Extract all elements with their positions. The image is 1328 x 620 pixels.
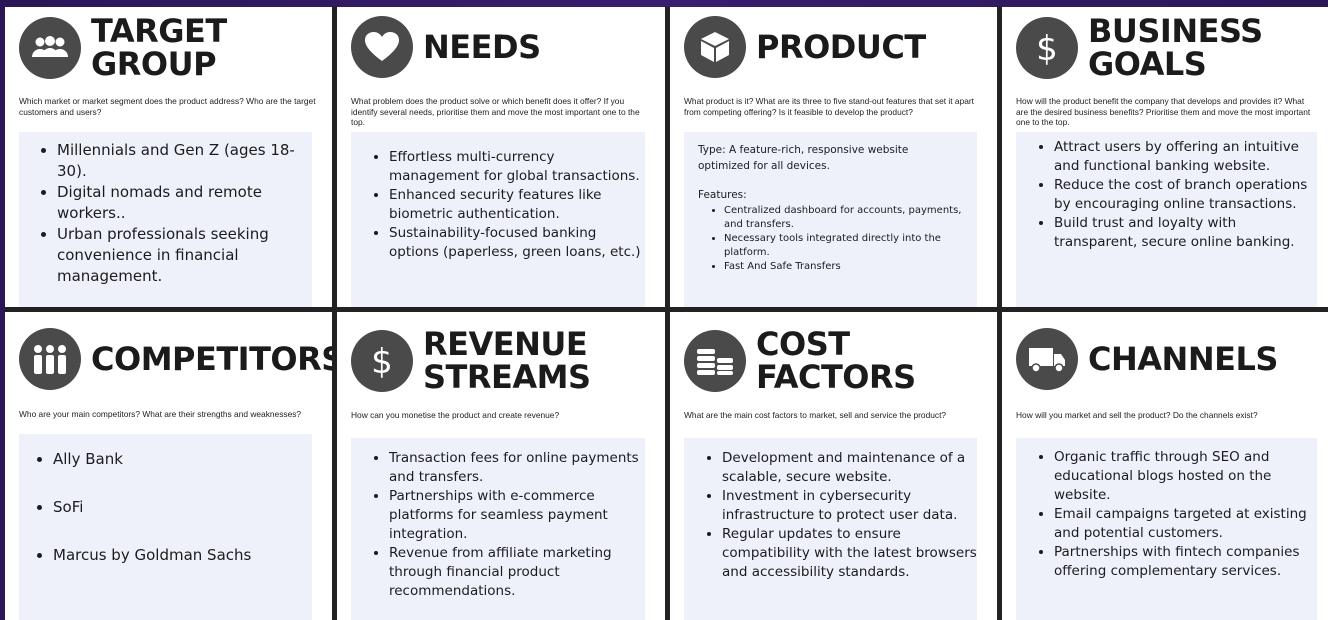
card-competitors: COMPETITORS Who are your main competitor… [5, 312, 332, 620]
list-item: Fast And Safe Transfers [724, 260, 977, 274]
list-item: Regular updates to ensure compatibility … [722, 525, 977, 582]
answer-box: Ally Bank SoFi Marcus by Goldman Sachs [19, 434, 312, 620]
list-item: Necessary tools integrated directly into… [724, 232, 977, 260]
coins-icon [684, 330, 746, 392]
list-item: Ally Bank [53, 449, 312, 470]
list-item: Partnerships with e-commerce platforms f… [389, 487, 645, 544]
list-item: Organic traffic through SEO and educatio… [1054, 448, 1317, 505]
svg-text:$: $ [371, 342, 393, 381]
card-title: NEEDS [423, 27, 541, 66]
card-title: REVENUE STREAMS [423, 325, 591, 396]
card-title: BUSINESS GOALS [1088, 12, 1263, 83]
answer-box: Organic traffic through SEO and educatio… [1016, 438, 1317, 620]
box-icon [684, 16, 746, 78]
product-type: Type: A feature-rich, responsive website… [698, 144, 909, 172]
card-question: What product is it? What are its three t… [684, 96, 975, 117]
list-item: Reduce the cost of branch operations by … [1054, 176, 1317, 214]
truck-icon [1016, 328, 1078, 390]
card-title: COMPETITORS [91, 339, 332, 378]
card-question: What are the main cost factors to market… [684, 410, 947, 420]
card-channels: CHANNELS How will you market and sell th… [1002, 312, 1328, 620]
list-item: Partnerships with fintech companies offe… [1054, 543, 1317, 581]
card-question: How can you monetise the product and cre… [351, 410, 560, 420]
list-item: Email campaigns targeted at existing and… [1054, 505, 1317, 543]
list-item: Marcus by Goldman Sachs [53, 545, 312, 566]
list-item: Urban professionals seeking convenience … [57, 224, 312, 287]
card-question: Which market or market segment does the … [19, 96, 316, 117]
card-needs: NEEDS What problem does the product solv… [337, 7, 665, 307]
list-item: Transaction fees for online payments and… [389, 449, 645, 487]
dollar-icon: $ [351, 330, 413, 392]
card-cost-factors: COST FACTORS What are the main cost facto… [670, 312, 997, 620]
list-item: Build trust and loyalty with transparent… [1054, 214, 1317, 252]
answer-box: Attract users by offering an intuitive a… [1016, 132, 1317, 307]
answer-box: Transaction fees for online payments and… [351, 438, 645, 620]
heart-icon [351, 16, 413, 78]
card-question: What problem does the product solve or w… [351, 96, 640, 127]
list-item: Sustainability-focused banking options (… [389, 224, 645, 262]
list-item: Enhanced security features like biometri… [389, 186, 645, 224]
people-group-icon [19, 17, 81, 79]
card-product: PRODUCT What product is it? What are its… [670, 7, 997, 307]
answer-box: Type: A feature-rich, responsive website… [684, 132, 977, 307]
card-title: CHANNELS [1088, 339, 1278, 378]
people-icon [19, 328, 81, 390]
list-item: Attract users by offering an intuitive a… [1054, 138, 1317, 176]
list-item: SoFi [53, 497, 312, 518]
card-target-group: TARGET GROUP Which market or market segme… [5, 7, 332, 307]
list-item: Effortless multi-currency management for… [389, 148, 645, 186]
answer-box: Effortless multi-currency management for… [351, 132, 645, 307]
card-title: PRODUCT [756, 27, 926, 66]
card-revenue-streams: $ REVENUE STREAMS How can you monetise th… [337, 312, 665, 620]
card-question: Who are your main competitors? What are … [19, 409, 302, 419]
svg-text:$: $ [1036, 29, 1058, 68]
card-question: How will you market and sell the product… [1016, 410, 1258, 420]
card-business-goals: $ BUSINESS GOALS How will the product ben… [1002, 7, 1328, 307]
list-item: Digital nomads and remote workers.. [57, 182, 312, 224]
product-vision-board: TARGET GROUP Which market or market segme… [5, 7, 1328, 620]
answer-box: Development and maintenance of a scalabl… [684, 438, 977, 620]
list-item: Centralized dashboard for accounts, paym… [724, 204, 977, 232]
list-item: Revenue from affiliate marketing through… [389, 544, 645, 601]
card-question: How will the product benefit the company… [1016, 96, 1311, 127]
answer-box: Millennials and Gen Z (ages 18-30). Digi… [19, 132, 312, 307]
card-title: TARGET GROUP [91, 12, 227, 83]
card-title: COST FACTORS [756, 325, 916, 396]
list-item: Millennials and Gen Z (ages 18-30). [57, 140, 312, 182]
dollar-icon: $ [1016, 17, 1078, 79]
list-item: Investment in cybersecurity infrastructu… [722, 487, 977, 525]
list-item: Development and maintenance of a scalabl… [722, 449, 977, 487]
features-label: Features: [698, 189, 747, 201]
